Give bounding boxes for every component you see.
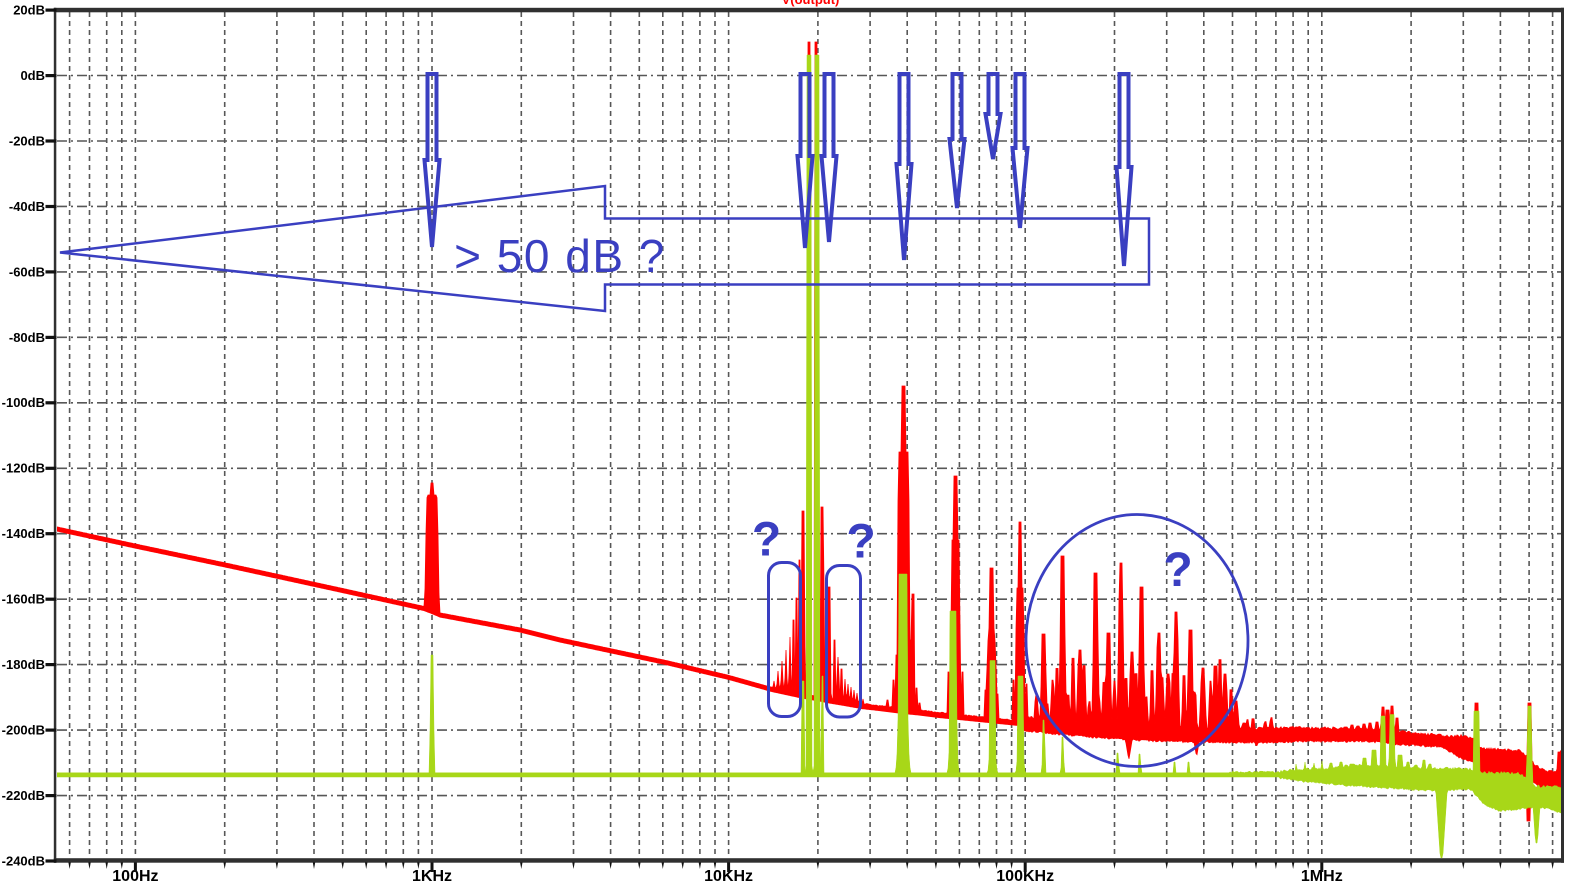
svg-text:-60dB: -60dB [9, 264, 45, 279]
svg-text:?: ? [846, 516, 875, 569]
svg-text:100KHz: 100KHz [996, 868, 1054, 885]
svg-text:-80dB: -80dB [9, 330, 45, 345]
svg-text:-140dB: -140dB [2, 526, 45, 541]
svg-text:-200dB: -200dB [2, 723, 45, 738]
svg-text:?: ? [1163, 544, 1192, 597]
svg-text:10KHz: 10KHz [704, 868, 753, 885]
svg-text:20dB: 20dB [13, 3, 45, 18]
svg-text:100Hz: 100Hz [112, 868, 158, 885]
svg-text:?: ? [752, 514, 781, 567]
svg-text:V(output): V(output) [782, 0, 840, 7]
svg-text:-240dB: -240dB [2, 853, 45, 868]
svg-text:1KHz: 1KHz [412, 868, 452, 885]
svg-text:-180dB: -180dB [2, 657, 45, 672]
svg-text:1MHz: 1MHz [1301, 868, 1343, 885]
svg-text:-100dB: -100dB [2, 395, 45, 410]
svg-text:0dB: 0dB [20, 68, 45, 83]
svg-text:-120dB: -120dB [2, 461, 45, 476]
svg-text:-20dB: -20dB [9, 133, 45, 148]
svg-text:-160dB: -160dB [2, 592, 45, 607]
svg-text:-220dB: -220dB [2, 788, 45, 803]
svg-text:> 50 dB ?: > 50 dB ? [454, 230, 666, 282]
svg-text:-40dB: -40dB [9, 199, 45, 214]
